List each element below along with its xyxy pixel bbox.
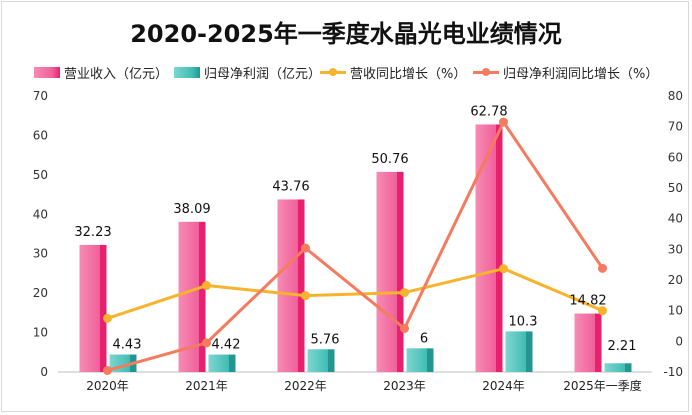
profit-growth-point	[499, 117, 508, 127]
y-left-tick-label: 30	[33, 247, 48, 261]
y-right-tick-label: 0	[675, 334, 683, 348]
y-right-tick-label: 30	[668, 242, 683, 256]
profit-growth-point	[400, 323, 409, 333]
x-tick-label: 2022年	[284, 379, 327, 393]
legend-item-profit-growth[interactable]: 归母净利润同比增长（%）	[473, 63, 659, 82]
net-profit-bar	[406, 348, 434, 372]
y-right-tick-label: 10	[668, 304, 683, 318]
y-left-tick-label: 70	[33, 89, 48, 103]
y-right-tick-label: 40	[668, 212, 683, 226]
y-right-tick-label: -10	[663, 365, 683, 379]
legend-label-revenue-growth: 营收同比增长（%）	[350, 66, 467, 82]
legend-marker-revenue-growth	[320, 67, 346, 78]
net-profit-bar-value-label: 10.3	[509, 314, 538, 329]
net-profit-bar	[307, 349, 335, 372]
y-left-tick-label: 40	[33, 207, 48, 221]
x-tick-label: 2025年一季度	[563, 378, 642, 393]
legend-label-net-profit: 归母净利润（亿元）	[204, 66, 322, 82]
y-right-tick-label: 60	[668, 150, 683, 164]
profit-growth-point	[103, 365, 112, 375]
profit-growth-point	[202, 338, 211, 348]
revenue-growth-point	[598, 306, 607, 316]
x-tick-label: 2024年	[482, 379, 525, 393]
revenue-bar-value-label: 43.76	[272, 179, 309, 194]
chart-title: 2020-2025年一季度水晶光电业绩情况	[130, 20, 562, 48]
profit-growth-point	[598, 263, 607, 273]
revenue-bar-value-label: 14.82	[569, 294, 606, 309]
profit-growth-point	[301, 243, 310, 253]
revenue-growth-point	[103, 313, 112, 323]
y-right-tick-label: 20	[668, 273, 683, 287]
revenue-bar-value-label: 50.76	[371, 152, 408, 167]
revenue-growth-point	[301, 291, 310, 301]
y-right-tick-label: 70	[668, 120, 683, 134]
revenue-bar-value-label: 62.78	[470, 104, 507, 119]
legend-label-profit-growth: 归母净利润同比增长（%）	[503, 66, 659, 82]
net-profit-bar-value-label: 2.21	[608, 339, 637, 354]
legend-label-revenue: 营业收入（亿元）	[64, 66, 169, 82]
legend-item-revenue[interactable]: 营业收入（亿元）	[34, 63, 169, 82]
y-left-tick-label: 10	[33, 326, 48, 340]
legend-swatch-net-profit	[174, 66, 200, 78]
legend-item-net-profit[interactable]: 归母净利润（亿元）	[174, 63, 322, 82]
net-profit-bar	[208, 354, 236, 372]
legend-swatch-revenue	[34, 66, 60, 78]
legend: 营业收入（亿元） 归母净利润（亿元） 营收同比增长（%） 归母净利润同比增长（%…	[0, 63, 692, 82]
y-left-tick-label: 50	[33, 168, 48, 182]
net-profit-bar-value-label: 4.43	[113, 338, 142, 353]
y-right-tick-label: 50	[668, 181, 683, 195]
y-right-tick-label: 80	[668, 89, 683, 103]
net-profit-bar	[505, 331, 533, 372]
legend-marker-profit-growth	[473, 67, 499, 78]
x-tick-label: 2023年	[383, 379, 426, 393]
net-profit-bar	[604, 363, 632, 372]
legend-item-revenue-growth[interactable]: 营收同比增长（%）	[320, 63, 467, 82]
revenue-growth-point	[499, 264, 508, 274]
revenue-growth-line	[107, 267, 604, 320]
net-profit-bar-value-label: 6	[420, 331, 428, 346]
revenue-bar	[277, 199, 305, 372]
revenue-bar	[574, 313, 602, 372]
y-left-tick-label: 0	[40, 365, 48, 379]
net-profit-bar-value-label: 5.76	[311, 332, 340, 347]
revenue-bar	[79, 244, 107, 372]
revenue-growth-point	[202, 281, 211, 291]
y-left-tick-label: 60	[33, 128, 48, 142]
revenue-bar	[376, 171, 404, 372]
revenue-bar	[475, 124, 503, 372]
revenue-growth-point	[400, 288, 409, 298]
revenue-bar-value-label: 38.09	[173, 202, 210, 217]
y-left-tick-label: 20	[33, 286, 48, 300]
profit-growth-line	[107, 120, 604, 372]
x-tick-label: 2020年	[86, 379, 129, 393]
revenue-bar-value-label: 32.23	[74, 225, 111, 240]
x-tick-label: 2021年	[185, 379, 228, 393]
net-profit-bar-value-label: 4.42	[212, 338, 241, 353]
